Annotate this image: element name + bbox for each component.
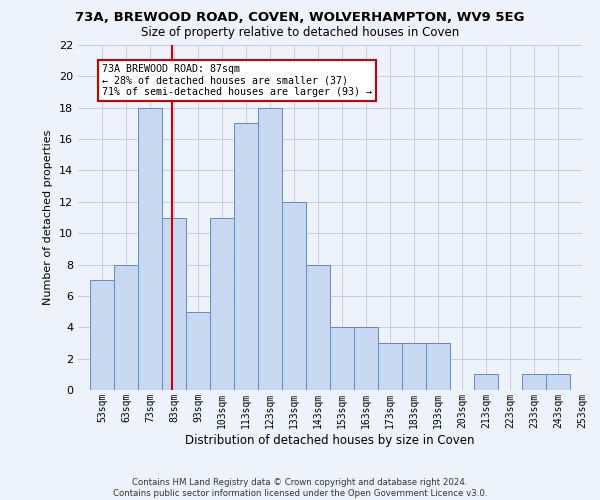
Bar bbox=[234, 124, 258, 390]
Bar bbox=[330, 328, 354, 390]
Text: Size of property relative to detached houses in Coven: Size of property relative to detached ho… bbox=[141, 26, 459, 39]
Bar bbox=[402, 343, 426, 390]
Bar bbox=[282, 202, 306, 390]
Bar bbox=[186, 312, 210, 390]
Bar bbox=[522, 374, 546, 390]
Bar bbox=[426, 343, 450, 390]
Text: 73A BREWOOD ROAD: 87sqm
← 28% of detached houses are smaller (37)
71% of semi-de: 73A BREWOOD ROAD: 87sqm ← 28% of detache… bbox=[102, 64, 372, 97]
Bar bbox=[210, 218, 234, 390]
Bar bbox=[138, 108, 162, 390]
Bar bbox=[258, 108, 282, 390]
Bar bbox=[90, 280, 114, 390]
Y-axis label: Number of detached properties: Number of detached properties bbox=[43, 130, 53, 305]
Bar bbox=[306, 264, 330, 390]
Bar bbox=[474, 374, 498, 390]
X-axis label: Distribution of detached houses by size in Coven: Distribution of detached houses by size … bbox=[185, 434, 475, 446]
Bar bbox=[378, 343, 402, 390]
Text: 73A, BREWOOD ROAD, COVEN, WOLVERHAMPTON, WV9 5EG: 73A, BREWOOD ROAD, COVEN, WOLVERHAMPTON,… bbox=[75, 11, 525, 24]
Bar bbox=[546, 374, 570, 390]
Bar bbox=[354, 328, 378, 390]
Text: Contains HM Land Registry data © Crown copyright and database right 2024.
Contai: Contains HM Land Registry data © Crown c… bbox=[113, 478, 487, 498]
Bar bbox=[162, 218, 186, 390]
Bar bbox=[114, 264, 138, 390]
